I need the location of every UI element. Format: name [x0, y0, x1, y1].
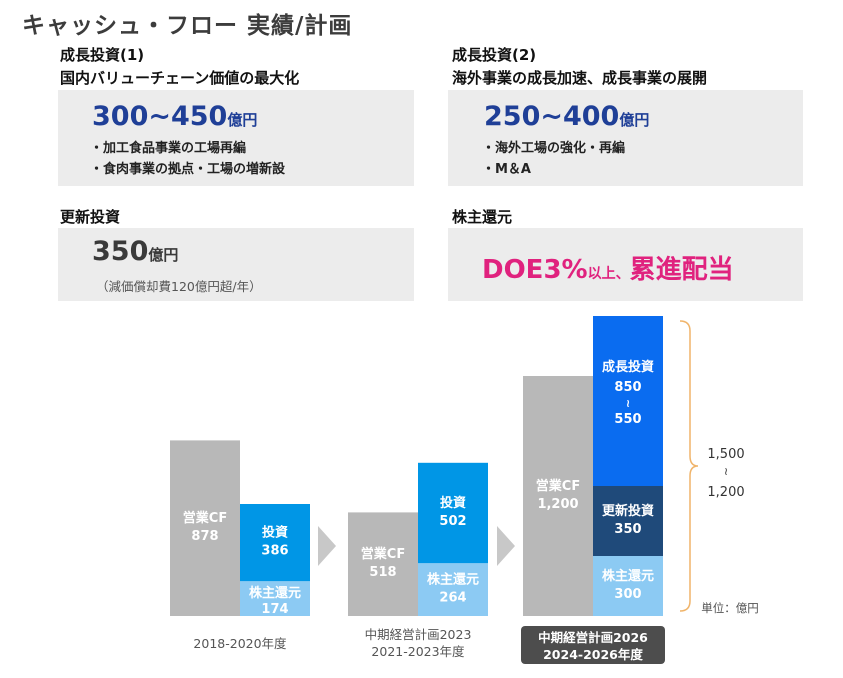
bar-value: 386	[261, 544, 288, 559]
bar-value: 850	[614, 380, 641, 395]
bar-segment	[593, 316, 663, 486]
renewal-heading: 更新投資	[60, 208, 121, 226]
bar-segment	[418, 462, 488, 564]
growth1-amount-unit: 億円	[227, 111, 258, 129]
bar-value: 174	[261, 602, 288, 617]
bar-segment	[240, 504, 310, 582]
shareholder-policy: DOE3%以上、累進配当	[482, 249, 734, 286]
shareholder-heading: 株主還元	[452, 208, 513, 226]
growth1-amount: 300~450億円	[92, 101, 257, 132]
bar-value: 264	[439, 591, 466, 606]
bar-segment	[418, 563, 488, 616]
renewal-amount-unit: 億円	[148, 246, 179, 264]
bar-label: 投資	[440, 495, 466, 511]
bar-value-separator: ≀	[626, 397, 630, 410]
bar-label: 株主還元	[249, 585, 301, 601]
bar-operating-cf	[523, 376, 593, 616]
growth2-amount-unit: 億円	[619, 111, 650, 129]
bar-value-operating-cf: 878	[191, 529, 218, 544]
growth1-bullets: ・加工食品事業の工場再編 ・食肉事業の拠点・工場の増新設	[90, 138, 285, 180]
bar-value: 550	[614, 412, 641, 427]
bar-label: 投資	[262, 525, 288, 541]
period-label: 2021-2023年度	[371, 644, 465, 659]
page-title: キャッシュ・フロー 実績/計画	[22, 13, 353, 39]
bar-label-operating-cf: 営業CF	[361, 546, 405, 562]
unit-label: 単位：億円	[701, 601, 759, 615]
renewal-amount-value: 350	[92, 236, 149, 267]
shareholder-panel	[448, 228, 803, 301]
range-brace	[679, 320, 699, 612]
bar-label: 株主還元	[602, 568, 654, 584]
bar-value: 502	[439, 514, 466, 529]
range-annotation-separator: ≀	[724, 465, 728, 478]
growth2-amount-value: 250~400	[484, 101, 620, 132]
growth1-amount-value: 300~450	[92, 101, 228, 132]
growth2-heading: 成長投資(2)	[452, 46, 537, 64]
bar-segment	[240, 581, 310, 616]
renewal-note: （減価償却費120億円超/年）	[96, 279, 262, 294]
bar-value-operating-cf: 1,200	[537, 497, 578, 512]
growth1-panel	[58, 90, 414, 186]
renewal-panel	[58, 228, 414, 301]
bar-label: 更新投資	[602, 503, 654, 519]
bar-label: 成長投資	[602, 359, 654, 375]
renewal-amount: 350億円	[92, 236, 178, 267]
growth2-subheading: 海外事業の成長加速、成長事業の展開	[452, 69, 708, 87]
bar-value: 350	[614, 522, 641, 537]
bar-value: 300	[614, 587, 641, 602]
bar-value-operating-cf: 518	[369, 565, 396, 580]
growth1-subheading: 国内バリューチェーン価値の最大化	[60, 69, 300, 87]
bar-segment	[593, 486, 663, 556]
range-annotation-upper: 1,500	[707, 447, 744, 462]
list-item: ・食肉事業の拠点・工場の増新設	[90, 162, 286, 177]
bar-operating-cf	[170, 440, 240, 616]
range-annotation-lower: 1,200	[707, 485, 744, 500]
period-label: 中期経営計画2026	[538, 630, 648, 645]
doe-value: DOE3%	[482, 255, 588, 285]
bar-label-operating-cf: 営業CF	[183, 510, 227, 526]
progressive-dividend: 累進配当	[629, 255, 734, 285]
list-item: ・加工食品事業の工場再編	[90, 141, 247, 156]
bar-label-operating-cf: 営業CF	[536, 478, 580, 494]
bar-operating-cf	[348, 512, 418, 616]
doe-connector: 以上、	[587, 266, 630, 282]
arrow-right-icon	[497, 526, 515, 566]
period-label: 2018-2020年度	[193, 636, 287, 651]
growth2-amount: 250~400億円	[484, 101, 649, 132]
list-item: ・M＆A	[482, 162, 531, 177]
period-label-highlight	[521, 626, 665, 664]
arrow-right-icon	[318, 526, 336, 566]
growth2-bullets: ・海外工場の強化・再編 ・M＆A	[482, 138, 625, 180]
period-label: 中期経営計画2023	[365, 627, 472, 642]
period-label: 2024-2026年度	[543, 647, 643, 662]
growth1-heading: 成長投資(1)	[60, 46, 145, 64]
bar-segment	[593, 556, 663, 616]
growth2-panel	[448, 90, 803, 186]
bar-label: 株主還元	[427, 572, 479, 588]
list-item: ・海外工場の強化・再編	[482, 141, 626, 156]
